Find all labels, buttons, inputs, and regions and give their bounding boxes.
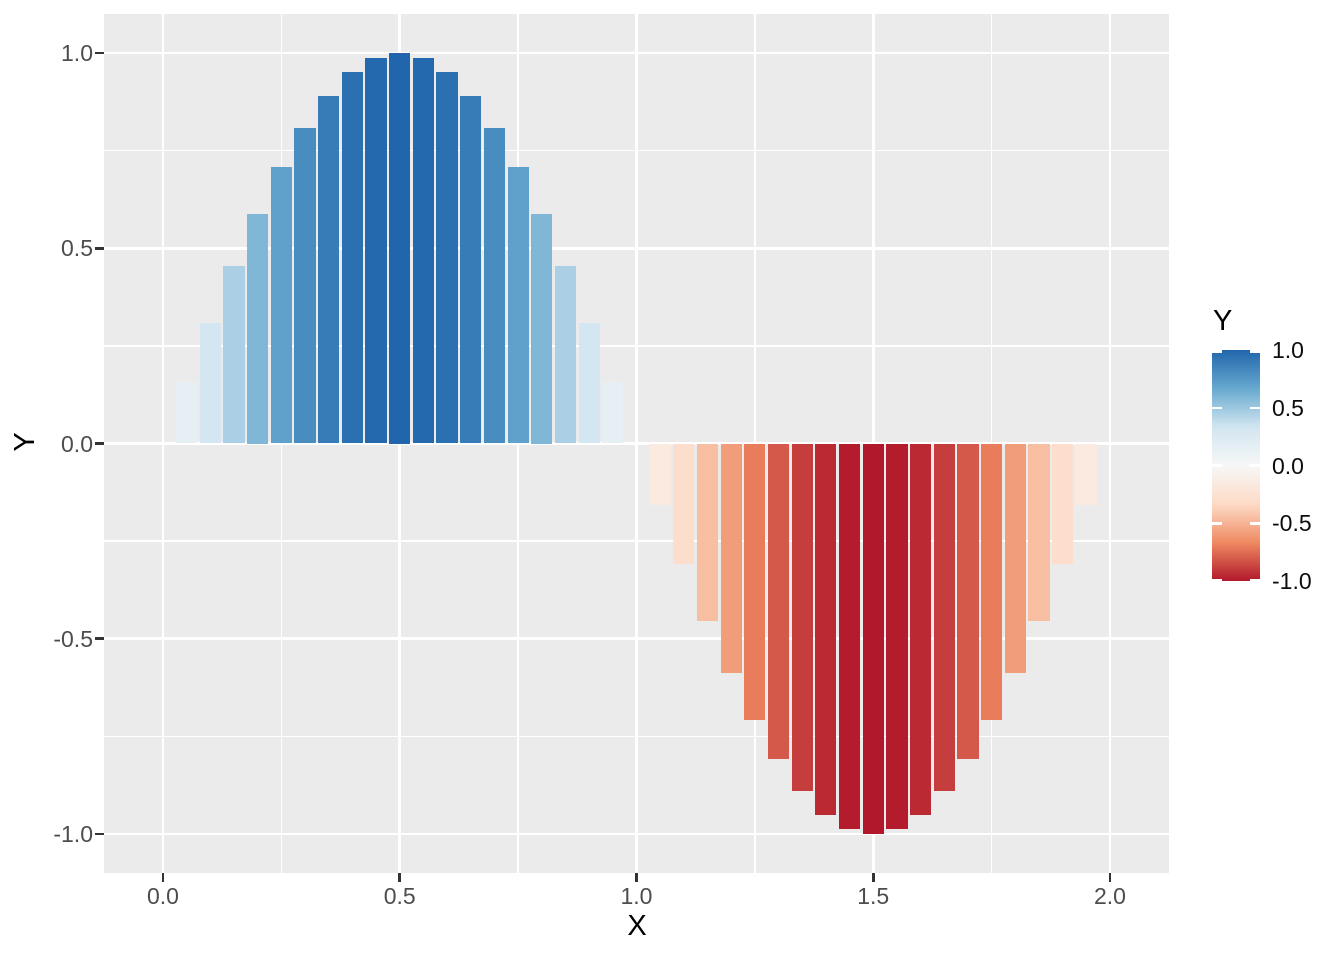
x-axis-title: X [627,910,647,942]
bar [720,443,742,673]
legend-label: 1.0 [1272,337,1304,363]
y-tick-label: -1.0 [53,821,93,847]
bar [862,443,884,834]
y-tick-label: 1.0 [61,40,93,66]
colorbar-tick [1212,464,1222,467]
bar [176,382,198,444]
x-tick-label: 0.0 [147,883,179,909]
major-gridline-y [104,637,1169,641]
y-tick-label: -0.5 [53,625,93,652]
bar [1075,443,1097,505]
x-tick-mark [161,873,165,882]
bar [294,127,316,444]
legend-label: -1.0 [1272,568,1312,594]
bar [341,72,363,444]
colorbar-tick [1250,350,1260,353]
colorbar-tick [1250,522,1260,525]
x-tick-label: 1.5 [857,883,890,909]
x-tick-mark [1108,873,1112,882]
bar [886,443,908,830]
colorbar-tick [1212,350,1222,353]
bar [507,167,529,444]
bar [1028,443,1050,621]
y-tick-mark [95,246,104,250]
bar [649,443,671,505]
bar [933,443,955,792]
bar [554,266,577,444]
bar [389,53,411,444]
bar [436,72,458,444]
y-tick-mark [95,51,104,55]
major-gridline-y [104,832,1169,836]
bar [909,443,932,815]
bar [815,443,837,815]
colorbar-tick [1250,578,1260,581]
bar [365,57,387,444]
major-gridline-y [104,246,1169,250]
y-tick-label: 0.5 [61,235,93,262]
colorbar-tick [1250,464,1260,467]
bar [270,167,292,444]
bar [696,443,719,621]
y-tick-mark [95,637,104,641]
major-gridline-y [104,442,1169,445]
y-tick-mark [95,832,104,836]
bar [744,443,766,720]
bar [767,443,790,760]
major-gridline-y [104,51,1169,55]
legend-title: Y [1213,305,1233,337]
bar [838,443,861,830]
x-tick-label: 1.0 [620,883,653,909]
legend-label: -0.5 [1272,510,1312,537]
colorbar-tick [1212,578,1222,581]
bar [791,443,813,792]
bar [247,214,269,444]
y-tick-mark [95,442,104,445]
x-tick-mark [635,873,638,882]
bar [957,443,979,760]
legend: Y 1.0 0.5 0.0 -0.5 -1.0 [1205,300,1344,600]
bar [460,95,482,444]
bar [412,57,435,444]
bar [602,382,624,444]
legend-label: 0.5 [1272,394,1304,421]
bar [1004,443,1026,673]
bar [199,322,221,444]
x-tick-label: 0.5 [383,883,416,909]
bar [673,443,695,565]
colorbar-tick [1250,406,1260,409]
bar [981,443,1003,720]
x-tick-label: 2.0 [1094,883,1126,909]
bar [531,214,553,444]
colorbar-tick [1212,406,1222,409]
legend-label: 0.0 [1272,452,1304,479]
plot-panel [104,14,1169,873]
bar [318,95,340,444]
x-tick-mark [871,873,875,882]
bar [483,127,506,444]
bar [1052,443,1074,565]
x-tick-mark [398,873,402,882]
bar [578,322,600,444]
bar [223,266,245,444]
colorbar-tick [1212,522,1222,525]
y-tick-label: 0.0 [61,430,93,457]
